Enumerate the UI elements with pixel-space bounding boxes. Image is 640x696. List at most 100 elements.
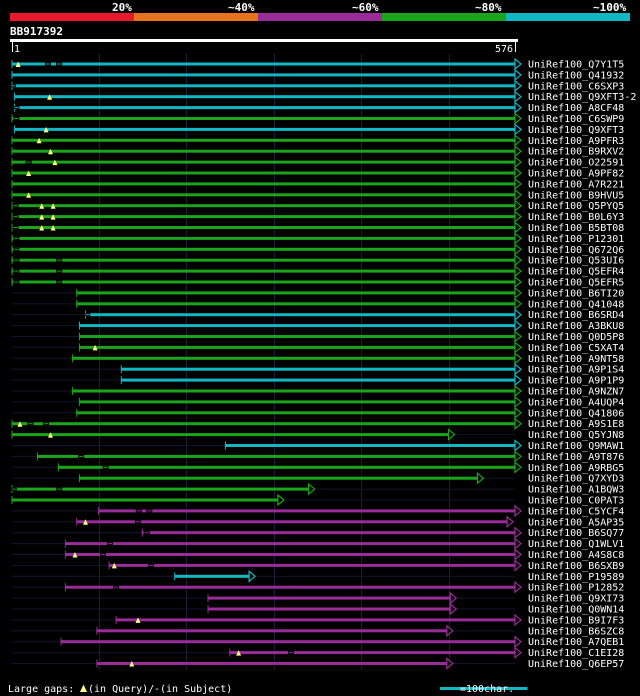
hit-row[interactable]: UniRef100_Q53UI6 xyxy=(11,253,625,267)
hit-label[interactable]: UniRef100_B9RXV2 xyxy=(528,147,624,158)
hit-label[interactable]: UniRef100_Q9XFT3-2 xyxy=(528,92,636,103)
hit-row[interactable]: UniRef100_Q5EFR4 xyxy=(11,264,625,278)
hit-row[interactable]: UniRef100_Q0D5P8 xyxy=(12,330,624,344)
hit-label[interactable]: UniRef100_Q5EFR5 xyxy=(528,278,624,289)
hit-label[interactable]: UniRef100_O22591 xyxy=(528,158,624,169)
hit-row[interactable]: UniRef100_Q7Y1T5 xyxy=(11,57,625,71)
hit-row[interactable]: UniRef100_Q5EFR5 xyxy=(11,275,625,289)
hit-row[interactable]: UniRef100_B6SZC8 xyxy=(12,624,624,638)
hit-label[interactable]: UniRef100_C6SXP3 xyxy=(528,81,624,92)
hit-label[interactable]: UniRef100_B9HVU5 xyxy=(528,190,624,201)
hit-row[interactable]: UniRef100_Q7XYD3 xyxy=(12,471,624,485)
hit-label[interactable]: UniRef100_B6TI20 xyxy=(528,288,624,299)
hit-label[interactable]: UniRef100_Q41806 xyxy=(528,408,624,419)
hit-label[interactable]: UniRef100_Q6EP57 xyxy=(528,659,624,670)
hit-row[interactable]: UniRef100_A9PF82 xyxy=(11,166,625,180)
hit-label[interactable]: UniRef100_Q9MAW1 xyxy=(528,441,624,452)
hit-label[interactable]: UniRef100_B6SXB9 xyxy=(528,561,624,572)
hit-row[interactable]: UniRef100_Q1WLV1 xyxy=(12,537,624,551)
hit-label[interactable]: UniRef100_Q672Q6 xyxy=(528,245,624,256)
hit-label[interactable]: UniRef100_C5YCF4 xyxy=(528,506,624,517)
hit-row[interactable]: UniRef100_B6SXB9 xyxy=(12,559,624,572)
hit-label[interactable]: UniRef100_Q41048 xyxy=(528,299,624,310)
hit-row[interactable]: UniRef100_Q41932 xyxy=(11,68,625,82)
hit-label[interactable]: UniRef100_Q5EFR4 xyxy=(528,267,624,278)
hit-label[interactable]: UniRef100_A1BQW3 xyxy=(528,485,624,496)
hit-label[interactable]: UniRef100_A4S8C8 xyxy=(528,550,624,561)
hit-row[interactable]: UniRef100_Q41806 xyxy=(12,406,624,420)
hit-row[interactable]: UniRef100_C6SWP9 xyxy=(11,112,625,126)
hit-row[interactable]: UniRef100_C0PAT3 xyxy=(11,493,625,507)
hit-row[interactable]: UniRef100_P12301 xyxy=(11,232,625,245)
hit-row[interactable]: UniRef100_A8CF48 xyxy=(12,101,624,115)
hit-row[interactable]: UniRef100_Q672Q6 xyxy=(11,243,625,256)
hit-label[interactable]: UniRef100_Q7XYD3 xyxy=(528,474,624,485)
hit-row[interactable]: UniRef100_Q9XFT3-2 xyxy=(12,90,636,104)
hit-row[interactable]: UniRef100_A4UQP4 xyxy=(12,395,624,409)
hit-row[interactable]: UniRef100_B9RXV2 xyxy=(11,144,625,158)
hit-label[interactable]: UniRef100_A9PF82 xyxy=(528,169,624,180)
hit-label[interactable]: UniRef100_C1EI28 xyxy=(528,648,624,659)
hit-row[interactable]: UniRef100_Q0WN14 xyxy=(12,602,624,616)
hit-row[interactable]: UniRef100_C6SXP3 xyxy=(9,79,624,93)
hit-row[interactable]: UniRef100_A9P1P9 xyxy=(12,373,624,387)
hit-row[interactable]: UniRef100_B9I7F3 xyxy=(12,613,624,627)
hit-label[interactable]: UniRef100_A7R221 xyxy=(528,179,624,190)
hit-label[interactable]: UniRef100_P12852 xyxy=(528,583,624,594)
hit-label[interactable]: UniRef100_Q7Y1T5 xyxy=(528,60,624,71)
hit-label[interactable]: UniRef100_A9NT58 xyxy=(528,354,624,365)
hit-row[interactable]: UniRef100_B6SQ77 xyxy=(12,526,624,540)
hit-row[interactable]: UniRef100_P19589 xyxy=(12,570,624,583)
hit-row[interactable]: UniRef100_A3BKU8 xyxy=(12,319,624,333)
hit-label[interactable]: UniRef100_B9I7F3 xyxy=(528,615,624,626)
hit-row[interactable]: UniRef100_A9PFR3 xyxy=(11,134,625,147)
hit-row[interactable]: UniRef100_B6SRD4 xyxy=(12,308,624,322)
hit-label[interactable]: UniRef100_C0PAT3 xyxy=(528,496,624,507)
hit-label[interactable]: UniRef100_B6SRD4 xyxy=(528,310,624,321)
hit-label[interactable]: UniRef100_Q5PYQ5 xyxy=(528,201,624,212)
hit-label[interactable]: UniRef100_P19589 xyxy=(528,572,624,583)
hit-label[interactable]: UniRef100_A9P1P9 xyxy=(528,376,624,387)
hit-label[interactable]: UniRef100_A9NZN7 xyxy=(528,387,624,398)
hit-row[interactable]: UniRef100_A5AP35 xyxy=(12,515,624,529)
hit-row[interactable]: UniRef100_B9HVU5 xyxy=(11,188,625,202)
hit-row[interactable]: UniRef100_Q9XI73 xyxy=(12,591,624,605)
hit-row[interactable]: UniRef100_A9S1E8 xyxy=(11,417,625,431)
hit-row[interactable]: UniRef100_B5BT08 xyxy=(11,221,625,235)
hit-label[interactable]: UniRef100_Q0WN14 xyxy=(528,605,624,616)
hit-label[interactable]: UniRef100_A9T876 xyxy=(528,452,624,463)
hit-label[interactable]: UniRef100_B6SZC8 xyxy=(528,626,624,637)
hit-row[interactable]: UniRef100_Q9MAW1 xyxy=(12,439,624,453)
hit-row[interactable]: UniRef100_A7R221 xyxy=(11,177,625,191)
hit-row[interactable]: UniRef100_A9T876 xyxy=(12,450,624,463)
hit-row[interactable]: UniRef100_P12852 xyxy=(12,580,624,594)
hit-row[interactable]: UniRef100_A9NT58 xyxy=(12,352,624,365)
hit-label[interactable]: UniRef100_B6SQ77 xyxy=(528,528,624,539)
hit-row[interactable]: UniRef100_A7QEB1 xyxy=(12,635,624,649)
hit-label[interactable]: UniRef100_P12301 xyxy=(528,234,624,245)
hit-row[interactable]: UniRef100_C1EI28 xyxy=(12,646,624,660)
hit-label[interactable]: UniRef100_A7QEB1 xyxy=(528,637,624,648)
hit-row[interactable]: UniRef100_B6TI20 xyxy=(12,286,624,300)
hit-row[interactable]: UniRef100_C5XAT4 xyxy=(12,341,624,354)
hit-label[interactable]: UniRef100_A3BKU8 xyxy=(528,321,624,332)
hit-row[interactable]: UniRef100_Q9XFT3 xyxy=(12,123,624,136)
hit-row[interactable]: UniRef100_O22591 xyxy=(11,155,625,169)
hit-row[interactable]: UniRef100_A1BQW3 xyxy=(10,482,625,496)
hit-label[interactable]: UniRef100_Q5YJN8 xyxy=(528,430,624,441)
hit-label[interactable]: UniRef100_Q9XFT3 xyxy=(528,125,624,136)
hit-label[interactable]: UniRef100_B0L6Y3 xyxy=(528,212,624,223)
hit-label[interactable]: UniRef100_A9P1S4 xyxy=(528,365,624,376)
hit-label[interactable]: UniRef100_B5BT08 xyxy=(528,223,624,234)
hit-label[interactable]: UniRef100_C5XAT4 xyxy=(528,343,624,354)
hit-row[interactable]: UniRef100_Q5YJN8 xyxy=(11,428,625,442)
hit-label[interactable]: UniRef100_Q1WLV1 xyxy=(528,539,624,550)
hit-row[interactable]: UniRef100_A9NZN7 xyxy=(12,384,624,398)
hit-label[interactable]: UniRef100_A9RBG5 xyxy=(528,463,624,474)
hit-row[interactable]: UniRef100_A9P1S4 xyxy=(12,362,624,376)
hit-row[interactable]: UniRef100_Q5PYQ5 xyxy=(11,199,625,213)
hit-row[interactable]: UniRef100_C5YCF4 xyxy=(12,504,624,518)
hit-label[interactable]: UniRef100_Q53UI6 xyxy=(528,256,624,267)
hit-label[interactable]: UniRef100_Q0D5P8 xyxy=(528,332,624,343)
hit-label[interactable]: UniRef100_A5AP35 xyxy=(528,517,624,528)
